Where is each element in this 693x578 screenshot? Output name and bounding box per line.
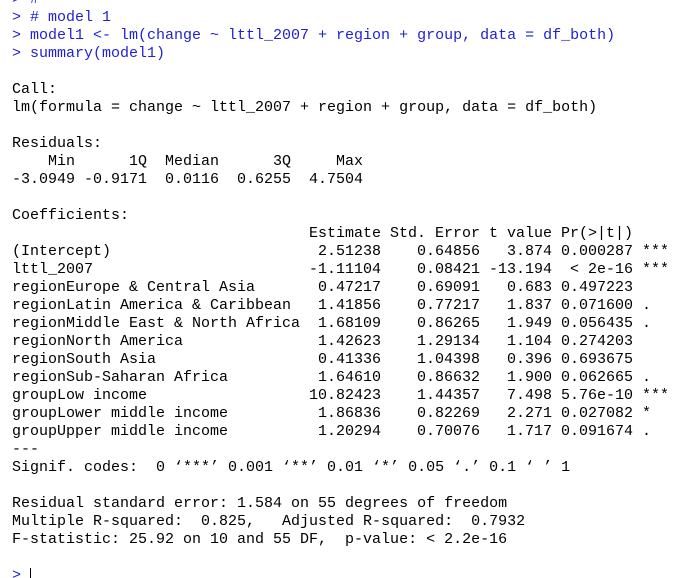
coefficient-cell: 0.693675 xyxy=(561,351,634,368)
coefficient-cell: < 2e-16 xyxy=(570,261,634,278)
column-header: t value xyxy=(489,225,553,242)
coefficient-cell: 1.68109 xyxy=(318,315,382,332)
summary-line: Residual standard error: 1.584 on 55 deg… xyxy=(12,495,508,512)
summary-line: F-statistic: 25.92 on 10 and 55 DF, p-va… xyxy=(12,531,508,548)
cursor xyxy=(30,568,31,578)
residual-value: 4.7504 xyxy=(309,171,364,188)
term-name: regionSouth Asia xyxy=(12,351,157,368)
summary-line: Multiple R-squared: 0.825, Adjusted R-sq… xyxy=(12,513,535,530)
coefficient-cell: 0.70076 xyxy=(417,423,481,440)
column-header: Pr(>|t|) xyxy=(561,225,634,242)
residual-label: Max xyxy=(336,153,364,170)
coefficient-cell: 0.000287 xyxy=(561,243,634,260)
coefficient-cell: 1.64610 xyxy=(318,369,382,386)
residual-label: 1Q xyxy=(129,153,148,170)
signif-stars: . xyxy=(642,369,652,386)
coefficient-cell: 0.64856 xyxy=(417,243,481,260)
coefficient-cell: 0.027082 xyxy=(561,405,634,422)
term-name: lttl_2007 xyxy=(12,261,94,278)
signif-stars: . xyxy=(642,423,652,440)
coefficient-cell: 0.41336 xyxy=(318,351,382,368)
term-name: regionMiddle East & North Africa xyxy=(12,315,301,332)
coefficient-cell: 0.69091 xyxy=(417,279,481,296)
term-name: regionSub-Saharan Africa xyxy=(12,369,229,386)
term-name: groupLower middle income xyxy=(12,405,229,422)
coefficient-cell: 5.76e-10 xyxy=(561,387,634,404)
coefficient-cell: 0.071600 xyxy=(561,297,634,314)
coefficients-heading: Coefficients: xyxy=(12,207,130,224)
coefficient-cell: 1.20294 xyxy=(318,423,382,440)
command-line: > model1 <- lm(change ~ lttl_2007 + regi… xyxy=(12,27,616,44)
coefficient-cell: 1.717 xyxy=(507,423,553,440)
term-name: (Intercept) xyxy=(12,243,112,260)
separator: --- xyxy=(12,441,40,458)
signif-stars: *** xyxy=(642,243,670,260)
command-line: > # model 1 xyxy=(12,9,112,26)
term-name: regionNorth America xyxy=(12,333,184,350)
coefficient-cell: 0.86265 xyxy=(417,315,481,332)
residuals-heading: Residuals: xyxy=(12,135,103,152)
coefficient-cell: 1.29134 xyxy=(417,333,481,350)
column-header: Std. Error xyxy=(390,225,481,242)
coefficient-cell: -13.194 xyxy=(489,261,553,278)
term-name: groupUpper middle income xyxy=(12,423,229,440)
term-name: regionEurope & Central Asia xyxy=(12,279,256,296)
residual-value: 0.6255 xyxy=(237,171,292,188)
coefficient-cell: 3.874 xyxy=(507,243,553,260)
coefficient-cell: 2.271 xyxy=(507,405,553,422)
coefficient-cell: 1.41856 xyxy=(318,297,382,314)
coefficient-cell: 0.08421 xyxy=(417,261,481,278)
coefficient-cell: 0.86632 xyxy=(417,369,481,386)
term-name: regionLatin America & Caribbean xyxy=(12,297,292,314)
residual-value: 0.0116 xyxy=(165,171,220,188)
signif-stars: . xyxy=(642,297,652,314)
coefficient-cell: 1.104 xyxy=(507,333,553,350)
coefficient-cell: 1.42623 xyxy=(318,333,382,350)
coefficient-cell: 1.44357 xyxy=(417,387,481,404)
coefficient-cell: 0.497223 xyxy=(561,279,634,296)
coefficient-cell: 0.091674 xyxy=(561,423,634,440)
coefficient-cell: 0.683 xyxy=(507,279,553,296)
residual-label: 3Q xyxy=(273,153,292,170)
coefficient-cell: 0.062665 xyxy=(561,369,634,386)
signif-stars: * xyxy=(642,405,652,422)
coefficient-cell: 0.77217 xyxy=(417,297,481,314)
coefficient-cell: 0.274203 xyxy=(561,333,634,350)
residual-label: Median xyxy=(165,153,220,170)
coefficient-cell: 0.396 xyxy=(507,351,553,368)
coefficient-cell: 1.04398 xyxy=(417,351,481,368)
command-line: > summary(model1) xyxy=(12,45,166,62)
coefficient-cell: 1.837 xyxy=(507,297,553,314)
coefficient-cell: 2.51238 xyxy=(318,243,382,260)
residual-value: -0.9171 xyxy=(84,171,148,188)
residual-label: Min xyxy=(48,153,76,170)
coefficient-cell: 0.82269 xyxy=(417,405,481,422)
signif-stars: *** xyxy=(642,261,670,278)
term-name: groupLow income xyxy=(12,387,148,404)
column-header: Estimate xyxy=(309,225,382,242)
coefficient-cell: -1.11104 xyxy=(309,261,382,278)
signif-stars: . xyxy=(642,315,652,332)
coefficient-cell: 10.82423 xyxy=(309,387,382,404)
signif-stars: *** xyxy=(642,387,670,404)
signif-codes: Signif. codes: 0 ‘***’ 0.001 ‘**’ 0.01 ‘… xyxy=(12,459,571,476)
call-text: lm(formula = change ~ lttl_2007 + region… xyxy=(12,99,598,116)
coefficient-cell: 1.900 xyxy=(507,369,553,386)
command-line: > # xyxy=(12,0,39,9)
coefficient-cell: 1.86836 xyxy=(318,405,382,422)
prompt: > xyxy=(12,567,22,578)
coefficient-cell: 7.498 xyxy=(507,387,553,404)
call-heading: Call: xyxy=(12,81,58,98)
coefficient-cell: 0.47217 xyxy=(318,279,382,296)
coefficient-cell: 1.949 xyxy=(507,315,553,332)
coefficient-cell: 0.056435 xyxy=(561,315,634,332)
residual-value: -3.0949 xyxy=(12,171,76,188)
